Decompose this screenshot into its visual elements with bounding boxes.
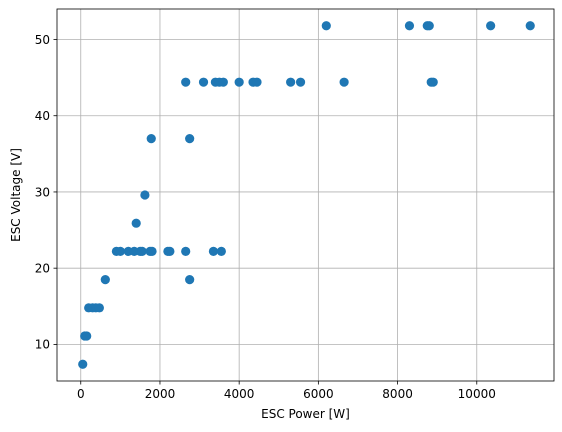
data-point bbox=[185, 275, 195, 285]
data-point bbox=[181, 246, 191, 257]
plot-frame bbox=[56, 8, 555, 382]
y-tick-label: 10 bbox=[35, 338, 50, 352]
x-tick-label: 10000 bbox=[458, 387, 496, 401]
data-point bbox=[486, 21, 496, 31]
y-tick-label: 40 bbox=[35, 109, 50, 123]
x-tick-labels: 0 2000 4000 6000 8000 10000 bbox=[77, 387, 496, 401]
y-tick-label: 20 bbox=[35, 261, 50, 275]
data-point bbox=[140, 190, 150, 200]
data-point bbox=[218, 77, 228, 87]
x-tick-label: 4000 bbox=[224, 387, 255, 401]
grid-lines bbox=[57, 9, 554, 381]
data-point bbox=[94, 303, 104, 313]
y-tick-label: 30 bbox=[35, 185, 50, 199]
data-point bbox=[146, 133, 156, 144]
data-point bbox=[82, 331, 92, 341]
data-point bbox=[137, 246, 147, 257]
y-tick-labels: 10 20 30 40 50 bbox=[35, 33, 50, 352]
x-tick-label: 6000 bbox=[303, 387, 334, 401]
data-point bbox=[525, 21, 535, 31]
x-axis-label: ESC Power [W] bbox=[261, 407, 350, 421]
x-tick-label: 0 bbox=[77, 387, 85, 401]
data-point bbox=[198, 77, 209, 87]
x-tick-label: 2000 bbox=[145, 387, 176, 401]
data-point bbox=[295, 77, 306, 87]
data-point bbox=[208, 246, 219, 257]
data-point bbox=[185, 133, 195, 144]
axis-ticks bbox=[53, 39, 478, 385]
data-point bbox=[147, 246, 157, 257]
data-point bbox=[404, 21, 415, 31]
data-point bbox=[115, 246, 125, 257]
data-point bbox=[428, 77, 438, 87]
data-points bbox=[78, 21, 535, 369]
data-point bbox=[321, 21, 331, 31]
x-tick-label: 8000 bbox=[382, 387, 413, 401]
data-point bbox=[165, 246, 175, 257]
data-point bbox=[131, 218, 141, 228]
data-point bbox=[424, 21, 434, 31]
data-point bbox=[181, 77, 191, 87]
data-point bbox=[286, 77, 296, 87]
y-tick-label: 50 bbox=[35, 33, 50, 47]
data-point bbox=[78, 359, 88, 369]
y-axis-label: ESC Voltage [V] bbox=[9, 148, 23, 242]
data-point bbox=[100, 275, 110, 285]
data-point bbox=[216, 246, 226, 257]
data-point bbox=[234, 77, 244, 87]
data-point bbox=[252, 77, 262, 87]
data-point bbox=[339, 77, 349, 87]
